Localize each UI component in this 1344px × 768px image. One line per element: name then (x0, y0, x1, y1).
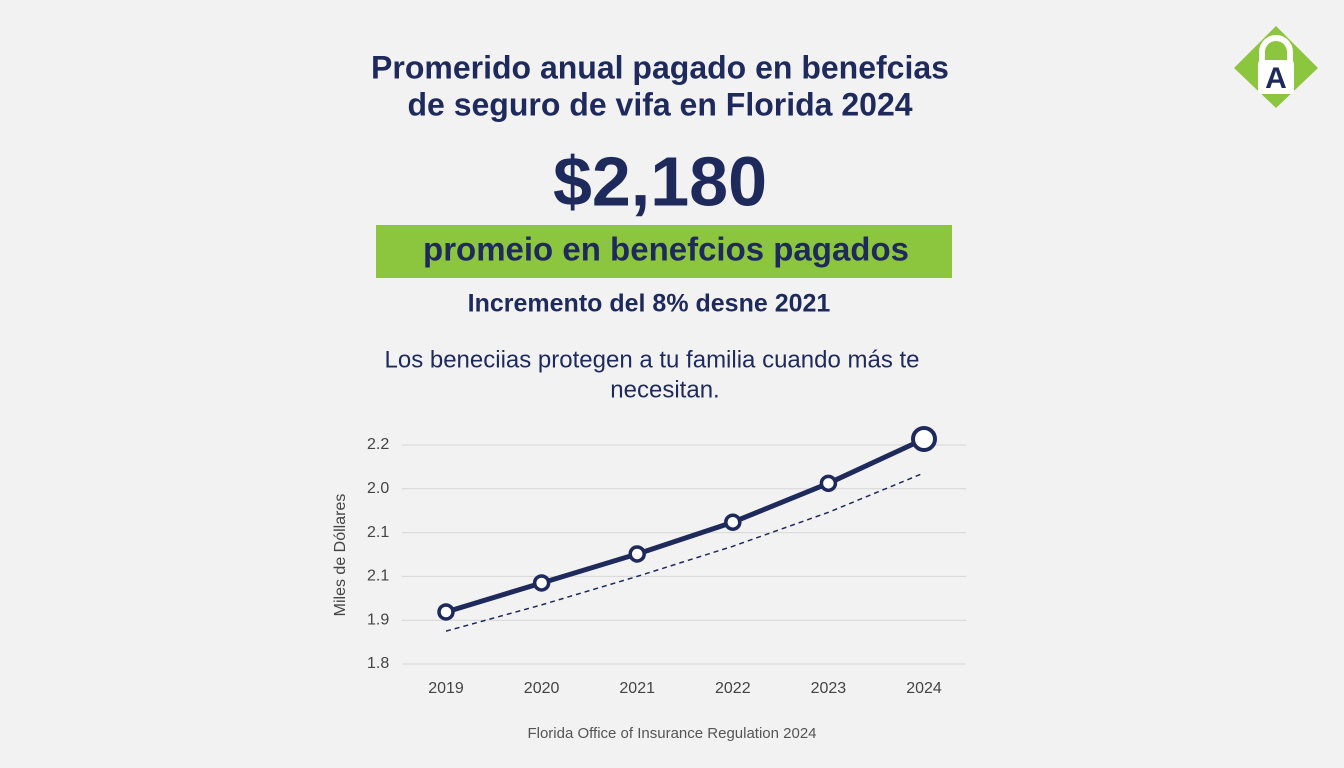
title-line: de seguro de vifa en Florida 2024 (407, 86, 912, 122)
x-tick-label: 2024 (906, 680, 942, 697)
data-point (532, 574, 551, 592)
y-tick-label: 1.8 (367, 655, 389, 672)
y-tick-label: 2.1 (367, 568, 389, 585)
title-line: Promerido anual pagado en benefcias (371, 49, 949, 85)
logo: A (1234, 26, 1318, 108)
tagline: Los beneciias protegen a tu familia cuan… (385, 346, 920, 373)
x-tick-label: 2022 (715, 680, 751, 697)
data-point (437, 603, 455, 621)
y-tick-label: 1.9 (367, 611, 389, 628)
y-tick-label: 2.0 (367, 480, 389, 497)
logo-body (1258, 60, 1294, 94)
y-tick-label: 2.2 (367, 436, 389, 453)
highlight-text: promeio en benefcios pagados (423, 231, 909, 268)
x-tick-label: 2020 (524, 680, 560, 697)
data-point (628, 545, 646, 563)
source: Florida Office of Insurance Regulation 2… (527, 725, 816, 742)
highlight-band (376, 225, 952, 278)
headline-value: $2,180 (553, 142, 767, 220)
data-point (911, 425, 937, 452)
trend-line (445, 472, 925, 632)
tagline: necesitan. (610, 376, 719, 403)
data-point (819, 474, 838, 493)
y-tick-label: 2.1 (367, 524, 389, 541)
logo-letter: A (1265, 62, 1287, 95)
x-tick-label: 2023 (811, 680, 847, 697)
data-line (445, 436, 926, 615)
x-tick-label: 2021 (619, 680, 655, 697)
x-tick-label: 2019 (428, 680, 464, 697)
y-axis-label: Miles de Dóllares (332, 494, 349, 617)
data-point (724, 513, 742, 531)
logo-shackle (1259, 35, 1293, 62)
subhead: Incremento del 8% desne 2021 (468, 290, 831, 318)
